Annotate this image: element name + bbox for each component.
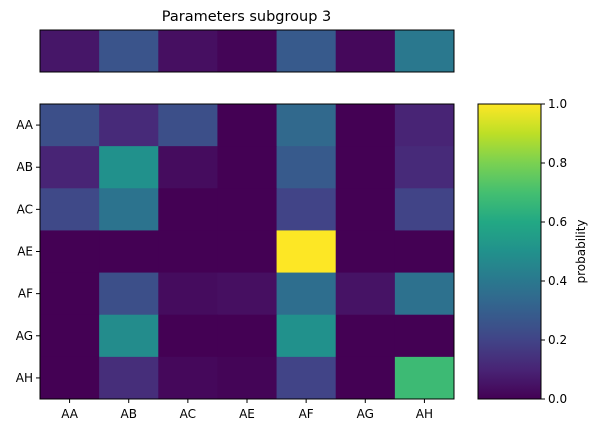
row-tick-label: AF [18, 287, 33, 301]
heatmap-cell [335, 188, 396, 231]
heatmap-cell [40, 314, 100, 358]
heatmap-cell [99, 104, 159, 147]
heatmap-cell [158, 104, 218, 147]
top-strip-cell [217, 30, 278, 72]
heatmap-cell [158, 188, 218, 231]
heatmap-cell [217, 104, 278, 147]
heatmap-cell [158, 314, 218, 358]
column-tick-labels: AA AB AC AE AF AG AH [61, 399, 433, 421]
heatmap-cell [217, 188, 278, 231]
column-tick-label: AC [180, 407, 196, 421]
heatmap-cell [40, 146, 100, 189]
heatmap-cell [158, 272, 218, 316]
column-tick-label: AA [61, 407, 79, 421]
chart-title: Parameters subgroup 3 [162, 9, 332, 25]
column-tick-label: AH [416, 407, 433, 421]
heatmap-cell [99, 272, 159, 316]
top-strip-cell [40, 30, 100, 72]
heatmap-cell [40, 230, 100, 274]
row-tick-label: AH [16, 371, 33, 385]
column-tick-label: AB [120, 407, 136, 421]
heatmap-cell [394, 188, 455, 231]
top-strip-cell [335, 30, 396, 72]
heatmap-cell [158, 230, 218, 274]
heatmap-cell [276, 188, 337, 231]
heatmap-cell [394, 230, 455, 274]
column-tick-label: AF [299, 407, 314, 421]
heatmap-cell [99, 230, 159, 274]
heatmap-cell [394, 146, 455, 189]
colorbar-tick-label: 0.0 [548, 392, 567, 406]
heatmap-cell [217, 314, 278, 358]
row-tick-label: AG [16, 329, 33, 343]
heatmap-cell [335, 356, 396, 400]
heatmap-cell [217, 272, 278, 316]
heatmap-cell [40, 104, 100, 147]
heatmap-cell [158, 356, 218, 400]
top-strip-cell [158, 30, 218, 72]
heatmap-cell [99, 146, 159, 189]
row-tick-label: AA [16, 118, 34, 132]
colorbar-tick-label: 0.8 [548, 156, 567, 170]
colorbar-tick-label: 0.2 [548, 333, 567, 347]
heatmap-cell [99, 188, 159, 231]
colorbar-label: probability [574, 219, 588, 283]
heatmap-cell [217, 356, 278, 400]
heatmap-cell [335, 272, 396, 316]
heatmap-cell [276, 146, 337, 189]
heatmap-cell [217, 146, 278, 189]
row-tick-label: AC [17, 202, 33, 216]
column-tick-label: AG [357, 407, 374, 421]
heatmap-cell [217, 230, 278, 274]
heatmap-cell [394, 104, 455, 147]
heatmap-cell [335, 314, 396, 358]
colorbar-tick-label: 1.0 [548, 97, 567, 111]
row-tick-label: AB [17, 160, 33, 174]
heatmap-cell [40, 272, 100, 316]
colorbar: 0.0 0.2 0.4 0.6 0.8 1.0 probability [477, 97, 588, 406]
colorbar-tick-label: 0.4 [548, 274, 567, 288]
top-strip-heatmap [39, 29, 455, 73]
heatmap-cell [99, 314, 159, 358]
colorbar-tick-label: 0.6 [548, 215, 567, 229]
row-tick-labels: AA AB AC AE AF AG AH [16, 118, 40, 385]
top-strip-cell [276, 30, 337, 72]
colorbar-gradient [477, 103, 542, 400]
heatmap-cell [335, 104, 396, 147]
heatmap-cell [40, 356, 100, 400]
row-tick-label: AE [17, 245, 33, 259]
heatmap-cell [276, 356, 337, 400]
heatmap-cell [276, 272, 337, 316]
heatmap-cell [394, 356, 455, 400]
heatmap-cell [335, 146, 396, 189]
heatmap-cell [99, 356, 159, 400]
heatmap-cell [335, 230, 396, 274]
top-strip-cell [99, 30, 159, 72]
main-heatmap [39, 103, 455, 400]
column-tick-label: AE [239, 407, 255, 421]
heatmap-cell [276, 314, 337, 358]
heatmap-cell [394, 272, 455, 316]
heatmap-cell [276, 104, 337, 147]
heatmap-cell [40, 188, 100, 231]
top-strip-frame [39, 29, 455, 73]
top-strip-cell [394, 30, 455, 72]
heatmap-cell [394, 314, 455, 358]
heatmap-cell [158, 146, 218, 189]
heatmap-cell [276, 230, 337, 274]
